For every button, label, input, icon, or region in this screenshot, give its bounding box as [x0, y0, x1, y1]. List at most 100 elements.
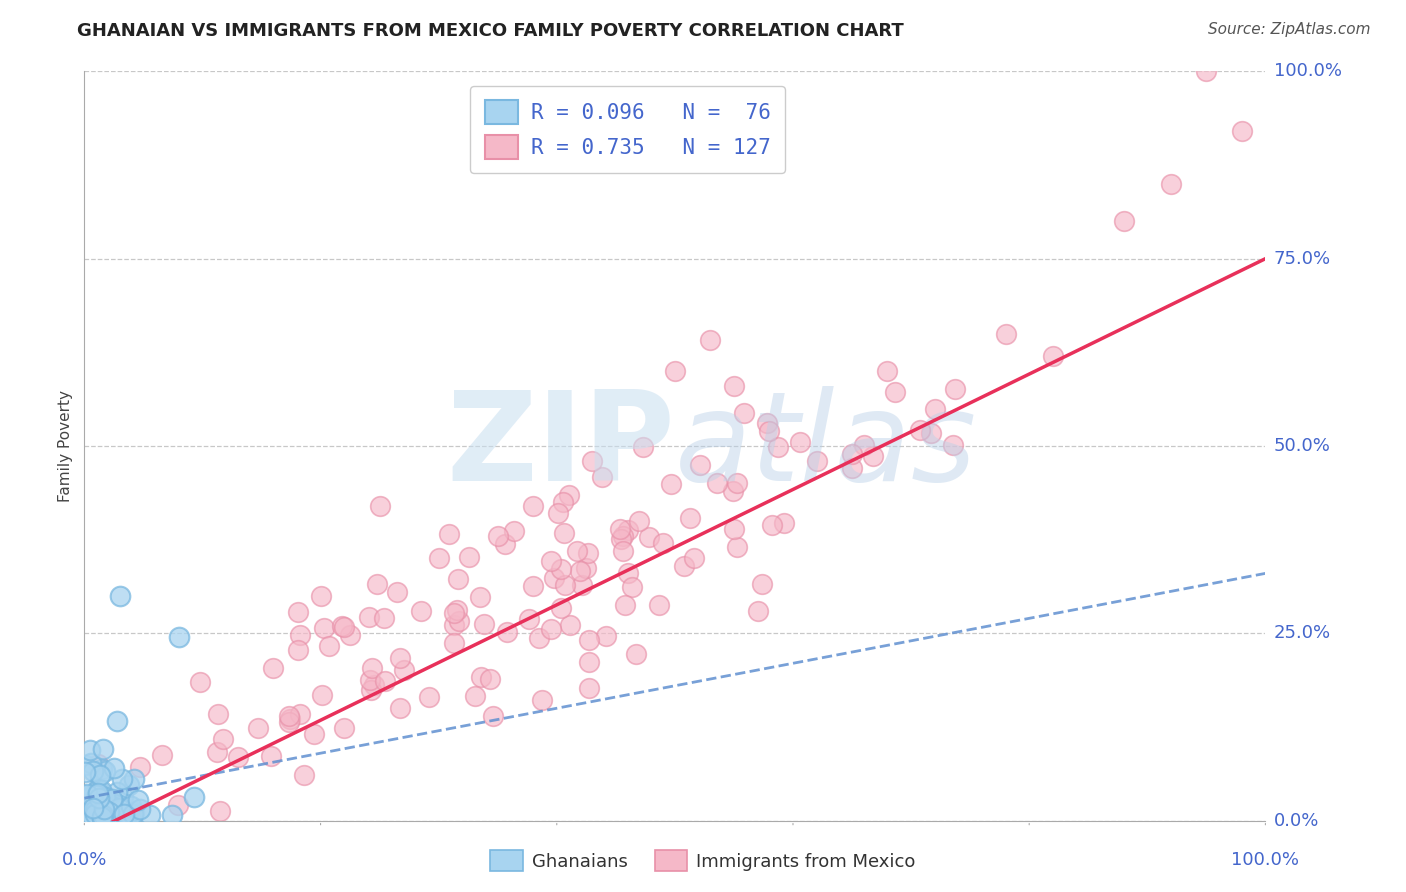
Point: [443, 635, 465, 649]
Point: [288, 628, 311, 642]
Point: [368, 499, 391, 513]
Point: [458, 549, 481, 564]
Point: [363, 678, 385, 692]
Point: [292, 767, 315, 781]
Point: [75, 809, 97, 823]
Point: [789, 435, 811, 450]
Point: [309, 589, 332, 603]
Point: [84, 803, 107, 817]
Point: [333, 620, 356, 634]
Point: [631, 440, 654, 454]
Point: [278, 712, 301, 726]
Point: [75, 764, 97, 779]
Point: [359, 673, 381, 687]
Point: [994, 326, 1017, 341]
Point: [1112, 214, 1135, 228]
Text: 0.0%: 0.0%: [1274, 812, 1319, 830]
Point: [664, 364, 686, 378]
Point: [183, 790, 205, 805]
Point: [876, 364, 898, 378]
Point: [167, 797, 190, 812]
Point: [120, 799, 142, 814]
Point: [139, 808, 162, 822]
Point: [311, 688, 333, 702]
Point: [87, 757, 110, 772]
Point: [190, 675, 212, 690]
Point: [751, 577, 773, 591]
Point: [747, 604, 769, 618]
Text: 50.0%: 50.0%: [1274, 437, 1330, 455]
Point: [207, 745, 229, 759]
Point: [1230, 124, 1253, 138]
Point: [75, 806, 97, 821]
Point: [609, 522, 631, 536]
Point: [124, 772, 146, 786]
Point: [841, 461, 863, 475]
Point: [418, 690, 440, 705]
Point: [75, 758, 97, 772]
Point: [683, 550, 706, 565]
Point: [83, 803, 105, 817]
Point: [530, 693, 553, 707]
Point: [637, 530, 659, 544]
Point: [127, 793, 149, 807]
Point: [388, 701, 411, 715]
Text: GHANAIAN VS IMMIGRANTS FROM MEXICO FAMILY POVERTY CORRELATION CHART: GHANAIAN VS IMMIGRANTS FROM MEXICO FAMIL…: [77, 22, 904, 40]
Point: [129, 802, 152, 816]
Point: [278, 714, 301, 729]
Point: [150, 747, 173, 762]
Point: [723, 522, 745, 536]
Point: [86, 788, 108, 802]
Point: [540, 622, 562, 636]
Point: [706, 476, 728, 491]
Point: [318, 639, 340, 653]
Point: [610, 532, 633, 546]
Point: [228, 750, 250, 764]
Point: [278, 708, 301, 723]
Point: [87, 800, 110, 814]
Point: [758, 424, 780, 438]
Point: [1042, 349, 1064, 363]
Point: [772, 516, 794, 531]
Point: [496, 624, 519, 639]
Point: [94, 789, 117, 804]
Point: [100, 795, 122, 809]
Point: [443, 618, 465, 632]
Point: [558, 488, 581, 502]
Point: [553, 526, 575, 541]
Point: [87, 783, 110, 797]
Point: [443, 607, 465, 621]
Text: atlas: atlas: [675, 385, 977, 507]
Point: [332, 721, 354, 735]
Point: [924, 401, 946, 416]
Point: [519, 612, 541, 626]
Point: [108, 801, 131, 815]
Point: [76, 787, 98, 801]
Point: [575, 561, 598, 575]
Point: [437, 526, 460, 541]
Legend: Ghanaians, Immigrants from Mexico: Ghanaians, Immigrants from Mexico: [484, 843, 922, 879]
Text: 25.0%: 25.0%: [1274, 624, 1331, 642]
Point: [679, 510, 702, 524]
Point: [761, 517, 783, 532]
Point: [560, 617, 582, 632]
Point: [76, 790, 98, 805]
Point: [581, 454, 603, 468]
Point: [478, 672, 501, 686]
Point: [87, 780, 110, 795]
Point: [91, 810, 114, 824]
Point: [862, 449, 884, 463]
Point: [945, 382, 967, 396]
Point: [723, 483, 745, 498]
Point: [503, 524, 526, 538]
Point: [613, 598, 636, 612]
Point: [571, 578, 593, 592]
Point: [494, 536, 516, 550]
Point: [84, 800, 107, 814]
Point: [472, 617, 495, 632]
Point: [470, 590, 492, 604]
Point: [91, 805, 114, 820]
Point: [120, 811, 142, 825]
Point: [82, 764, 104, 779]
Point: [105, 785, 128, 799]
